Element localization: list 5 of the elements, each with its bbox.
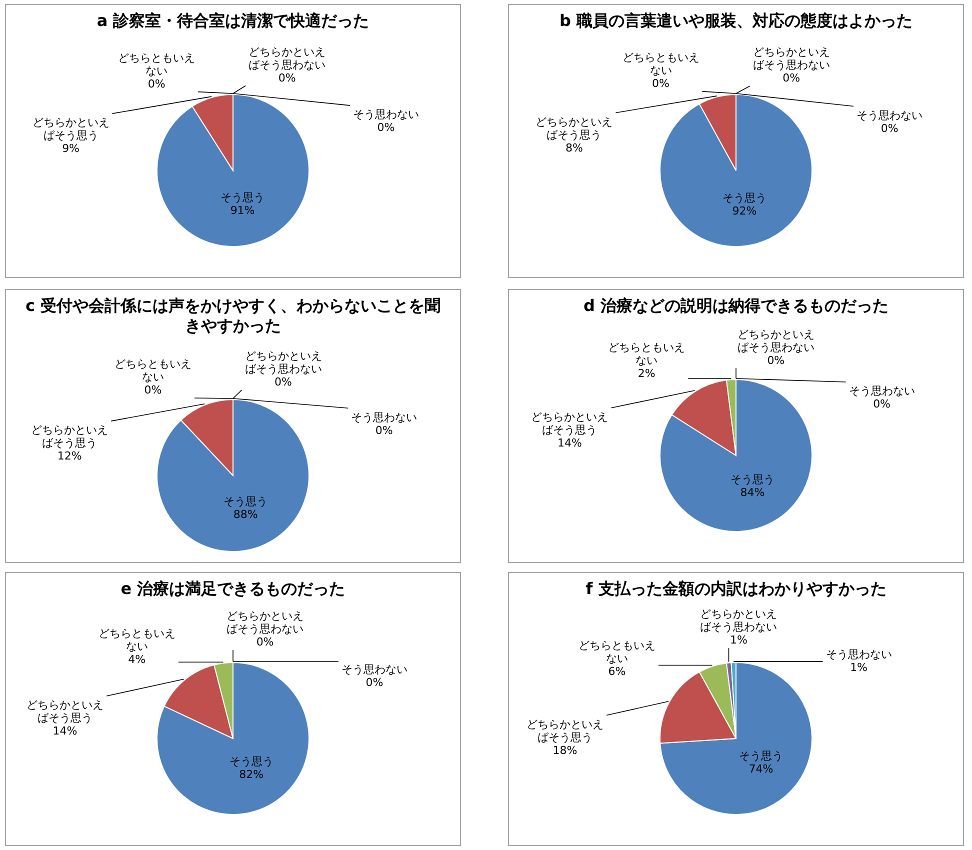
chart-title: f 支払った金額の内訳はわかりやすかった [584,578,888,600]
chart-title: e 治療は満足できるものだった [120,578,346,600]
chart-title: c 受付や会計係には声をかけやすく、わからないことを聞きやすかった [24,295,442,337]
chart-title: d 治療などの説明は納得できるものだった [582,295,890,317]
chart-title: b 職員の言葉遣いや服装、対応の態度はよかった [558,10,914,32]
